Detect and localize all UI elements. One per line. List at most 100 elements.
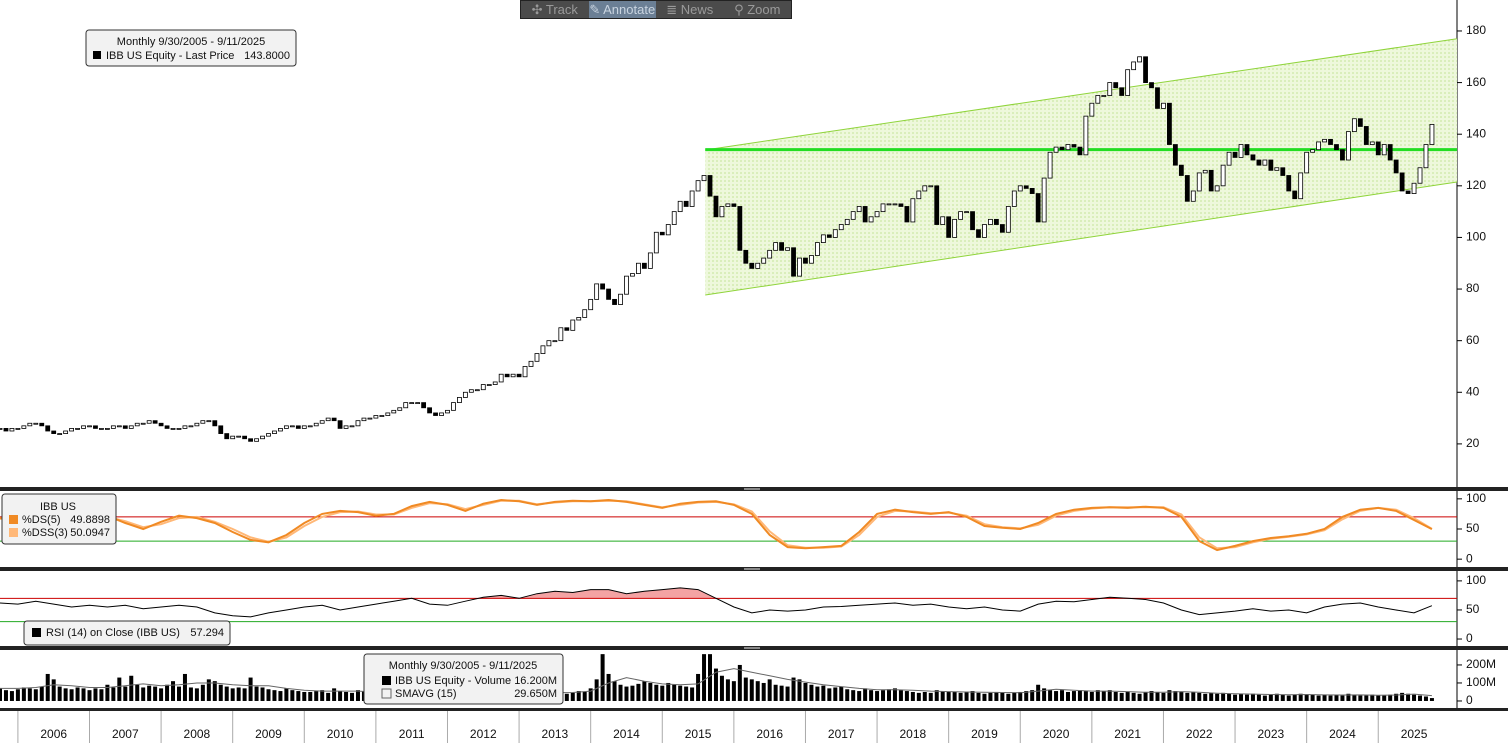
candle: [510, 373, 516, 378]
candle: [1322, 138, 1327, 143]
volume-bar: [594, 679, 599, 701]
volume-bar: [212, 681, 217, 701]
candle: [349, 425, 355, 428]
volume-bar: [1131, 692, 1136, 701]
annotate-button[interactable]: ✎ Annotate: [588, 1, 656, 18]
volume-bar: [1310, 694, 1315, 701]
volume-bar: [117, 677, 122, 701]
legend-value: 29.650M: [514, 688, 557, 700]
candle: [1244, 144, 1250, 156]
candle: [152, 420, 158, 424]
volume-bar: [988, 692, 993, 701]
candle: [916, 190, 922, 200]
candle: [15, 428, 21, 430]
y-tick-label: 60: [1466, 333, 1480, 347]
candle: [767, 249, 773, 259]
volume-bar: [785, 686, 790, 701]
candle: [403, 402, 409, 409]
indicator-line: [0, 498, 1433, 552]
volume-bar: [260, 687, 265, 701]
volume-bar: [153, 686, 158, 701]
candle: [1268, 159, 1274, 171]
volume-bar: [1018, 691, 1023, 701]
volume-bar: [743, 677, 748, 701]
toolbar: ✣ Track ✎ Annotate ≣ News ⚲ Zoom: [520, 0, 792, 19]
volume-bar: [719, 675, 724, 701]
volume-bar: [1262, 695, 1267, 701]
candle: [707, 175, 713, 197]
candle: [1351, 118, 1357, 133]
candle: [1029, 187, 1035, 194]
track-button[interactable]: ✣ Track: [531, 2, 578, 17]
candle: [474, 389, 480, 392]
legend-box: [23, 620, 231, 646]
candle: [624, 275, 629, 295]
candle: [826, 234, 832, 238]
x-tick-label: 2016: [756, 727, 783, 741]
volume-bar: [1221, 692, 1226, 701]
volume-bar: [1101, 691, 1106, 701]
x-tick-label: 2014: [613, 727, 640, 741]
candle: [140, 422, 146, 425]
volume-bar: [1346, 693, 1351, 701]
candle: [1125, 69, 1131, 96]
volume-bar: [1095, 690, 1100, 701]
volume-bar: [21, 687, 26, 701]
volume-bar: [821, 685, 826, 701]
volume-bar: [200, 684, 205, 701]
volume-bar: [278, 691, 283, 701]
candle: [546, 340, 552, 347]
volume-bar: [147, 685, 152, 701]
indicator-line: [0, 587, 1433, 618]
candle: [1190, 190, 1196, 202]
candle: [373, 415, 379, 419]
candle: [158, 422, 164, 427]
candle: [146, 420, 152, 424]
legend-value: 16.200M: [514, 675, 557, 687]
candle: [940, 216, 946, 225]
volume-bar: [3, 690, 8, 701]
volume-bar: [1358, 695, 1363, 701]
candle: [1262, 159, 1268, 166]
candle: [164, 425, 170, 429]
volume-bar: [1054, 691, 1059, 701]
volume-bar: [1125, 691, 1130, 701]
candle: [576, 317, 582, 321]
legend-value: 49.8898: [70, 514, 110, 526]
volume-bar: [946, 691, 951, 701]
volume-bar: [672, 684, 677, 701]
volume-bar: [970, 691, 975, 701]
x-tick-label: 2015: [685, 727, 712, 741]
candle: [45, 425, 51, 432]
stochastic-legend: IBB US%DS(5) 49.8898%DSS(3) 50.0947: [1, 493, 117, 545]
volume-bar: [1316, 695, 1321, 701]
volume-bar: [564, 693, 569, 701]
legend-swatch: [9, 515, 18, 524]
volume-bar: [922, 691, 927, 701]
zoom-button[interactable]: ⚲ Zoom: [734, 2, 781, 17]
candle: [522, 366, 528, 378]
candle: [224, 433, 230, 440]
candle: [367, 417, 373, 420]
volume-bar: [833, 687, 838, 701]
x-tick-label: 2013: [542, 727, 569, 741]
candle: [1071, 144, 1077, 148]
candle: [803, 257, 808, 264]
volume-bar: [1376, 695, 1381, 701]
candle: [558, 327, 564, 342]
volume-bar: [1036, 684, 1041, 701]
news-button[interactable]: ≣ News: [666, 2, 714, 17]
candle: [343, 425, 349, 429]
resize-grip: [744, 647, 760, 649]
volume-bar: [123, 686, 128, 701]
candle: [958, 211, 963, 220]
candle: [731, 203, 737, 207]
volume-bar: [326, 692, 331, 701]
button-label: News: [680, 2, 714, 17]
candle: [809, 255, 814, 264]
candle: [755, 262, 761, 269]
volume-bar: [654, 684, 659, 701]
volume-bar: [773, 684, 778, 701]
volume-bar: [93, 688, 98, 701]
